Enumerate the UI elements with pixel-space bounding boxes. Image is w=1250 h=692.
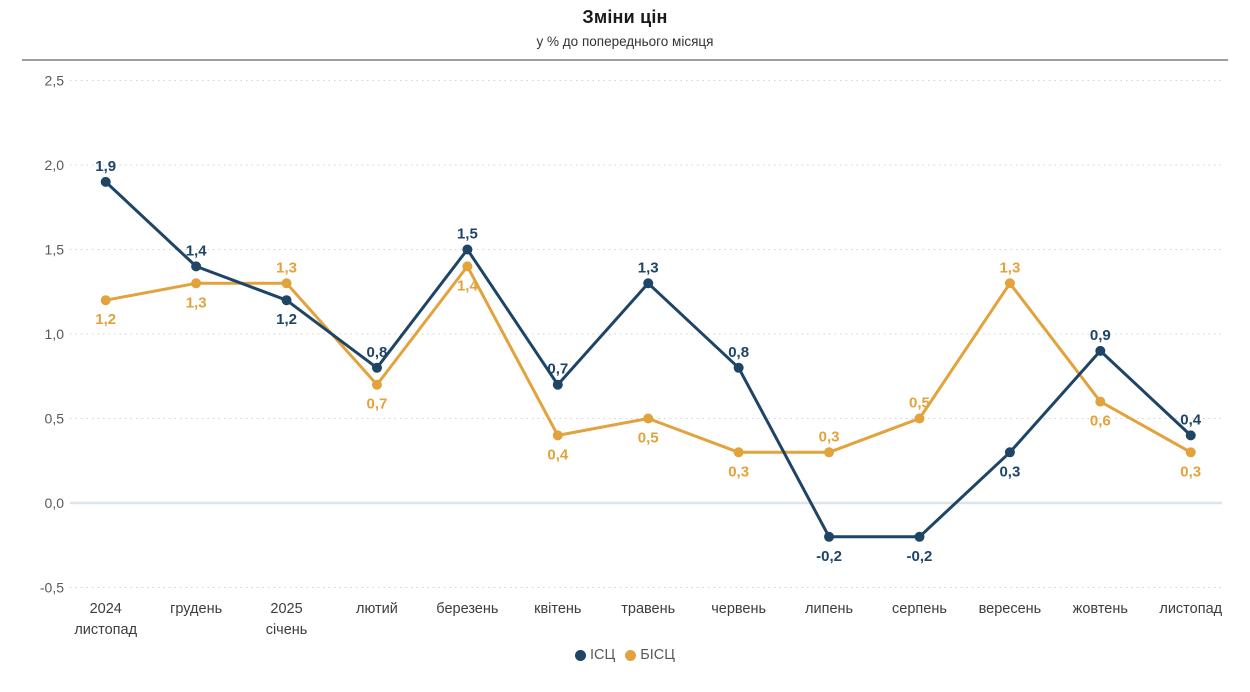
data-label-БІСЦ: 1,3 [999,259,1020,276]
data-label-ІСЦ: -0,2 [816,548,842,565]
x-axis-tick-label: 2025 [270,601,302,617]
y-axis-tick-label: 0,5 [45,411,65,427]
data-label-БІСЦ: 1,3 [276,259,297,276]
series-line-ІСЦ [104,180,1193,539]
data-label-ІСЦ: -0,2 [907,548,933,565]
data-label-БІСЦ: 0,4 [547,446,569,463]
data-point-ІСЦ [914,531,925,542]
data-point-БІСЦ [1004,278,1015,289]
data-point-ІСЦ [100,176,111,187]
data-label-БІСЦ: 1,3 [186,294,207,311]
data-label-БІСЦ: 0,5 [638,430,659,447]
chart-title: Зміни цін [582,7,668,27]
data-point-ІСЦ [1004,447,1015,458]
y-axis-tick-label: 2,0 [45,157,65,173]
data-label-ІСЦ: 1,3 [638,259,659,276]
legend-dot-icon [625,649,637,661]
data-label-ІСЦ: 0,9 [1090,327,1111,344]
data-label-ІСЦ: 1,2 [276,311,297,328]
y-axis-tick-label: 2,5 [45,73,65,89]
data-label-ІСЦ: 0,8 [367,344,388,361]
data-label-ІСЦ: 1,9 [95,158,116,175]
data-point-БІСЦ [100,295,111,306]
data-point-БІСЦ [914,413,925,424]
x-axis-tick-label: 2024 [90,601,122,617]
data-point-ІСЦ [1095,345,1106,356]
y-axis-tick-label: 0,0 [45,495,65,511]
data-label-БІСЦ: 0,7 [367,396,388,413]
x-axis-tick-label: грудень [170,601,222,617]
data-label-ІСЦ: 0,4 [1180,411,1202,428]
data-point-ІСЦ [191,261,202,272]
x-axis-tick-label: вересень [979,601,1042,617]
data-label-ІСЦ: 1,5 [457,226,478,243]
data-point-БІСЦ [643,413,654,424]
data-point-БІСЦ [462,261,473,272]
data-label-ІСЦ: 0,8 [728,344,749,361]
x-axis-tick-label: січень [266,622,308,638]
x-axis-tick-label: квітень [534,601,581,617]
data-point-ІСЦ [824,531,835,542]
data-point-БІСЦ [191,278,202,289]
data-label-ІСЦ: 0,7 [547,361,568,378]
data-point-ІСЦ [552,379,563,390]
x-axis-tick-label: березень [436,601,498,617]
data-label-ІСЦ: 0,3 [999,463,1020,480]
legend-dot-icon [575,649,586,661]
data-point-БІСЦ [371,379,382,390]
y-axis-tick-label: 1,5 [45,242,65,258]
legend-label: БІСЦ [640,647,675,663]
data-label-БІСЦ: 0,3 [1180,463,1201,480]
data-label-БІСЦ: 0,5 [909,395,930,412]
data-point-ІСЦ [733,362,744,373]
x-axis-tick-label: липень [805,601,853,617]
data-point-ІСЦ [462,244,473,255]
chart-subtitle: у % до попереднього місяця [536,34,714,49]
x-axis-tick-label: лютий [356,601,398,617]
data-point-ІСЦ [643,278,654,289]
data-label-БІСЦ: 0,3 [819,428,840,445]
data-label-БІСЦ: 1,4 [457,277,479,294]
chart-legend: ІСЦ БІСЦ [0,647,1250,663]
chart-header: Зміни цін у % до попереднього місяця [0,7,1250,49]
data-point-БІСЦ [552,430,563,441]
data-label-БІСЦ: 0,3 [728,463,749,480]
data-point-ІСЦ [281,295,292,306]
data-label-БІСЦ: 0,6 [1090,413,1111,430]
x-axis-tick-label: листопад [1159,601,1222,617]
x-axis-tick-label: листопад [74,622,137,638]
y-axis-tick-label: 1,0 [45,326,65,342]
data-point-БІСЦ [1095,396,1106,407]
data-point-БІСЦ [1185,447,1196,458]
data-point-БІСЦ [824,447,835,458]
x-axis-tick-label: жовтень [1073,601,1128,617]
legend-item-БІСЦ: БІСЦ [625,647,675,663]
data-point-БІСЦ [281,278,292,289]
data-point-ІСЦ [371,362,382,373]
legend-item-ІСЦ: ІСЦ [575,647,615,663]
header-separator-line [22,59,1228,61]
data-label-ІСЦ: 1,4 [186,242,208,259]
data-point-БІСЦ [733,447,744,458]
data-point-ІСЦ [1185,430,1196,441]
y-axis-tick-label: -0,5 [40,580,64,596]
data-label-БІСЦ: 1,2 [95,311,116,328]
x-axis-tick-label: серпень [892,601,947,617]
x-axis-tick-label: травень [621,601,675,617]
x-axis-tick-label: червень [711,601,766,617]
legend-label: ІСЦ [590,647,616,663]
